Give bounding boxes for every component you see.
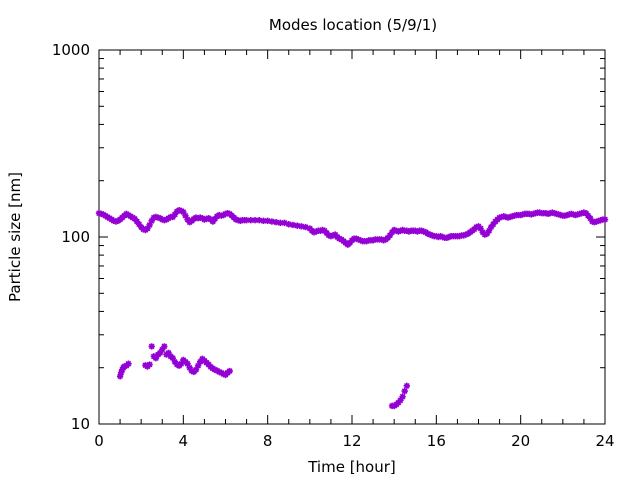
data-point — [197, 358, 204, 366]
x-axis-label: Time [hour] — [307, 458, 396, 476]
data-point — [272, 218, 280, 226]
data-point — [215, 368, 223, 376]
data-point — [220, 370, 227, 378]
data-point — [144, 225, 151, 232]
x-tick-label: 8 — [263, 432, 273, 450]
data-point — [298, 223, 305, 230]
data-point — [401, 387, 408, 395]
data-point — [148, 343, 155, 350]
data-point — [148, 217, 155, 225]
data-point — [327, 232, 335, 240]
data-point — [399, 393, 406, 400]
y-tick-label: 10 — [71, 415, 90, 433]
x-tick-label: 0 — [94, 432, 104, 450]
data-point — [439, 233, 446, 241]
data-point — [386, 232, 394, 239]
data-point — [285, 221, 292, 228]
data-point — [293, 222, 301, 229]
y-tick-label: 100 — [61, 228, 90, 246]
y-tick-labels: 10 100 1000 — [52, 41, 90, 433]
data-points — [95, 207, 609, 410]
data-point — [209, 218, 217, 225]
data-point — [397, 397, 404, 404]
data-point — [165, 349, 172, 357]
data-point — [369, 237, 377, 244]
data-point — [247, 216, 254, 224]
data-point — [378, 236, 385, 243]
data-point — [487, 223, 495, 231]
data-point — [159, 346, 166, 353]
data-point — [243, 216, 250, 224]
data-point — [346, 239, 354, 247]
data-point — [152, 354, 160, 362]
data-point — [264, 217, 271, 225]
data-point — [182, 212, 189, 219]
data-point — [180, 208, 187, 216]
data-point — [260, 217, 267, 225]
data-point — [336, 235, 343, 242]
data-point — [437, 232, 444, 240]
y-axis-label: Particle size [nm] — [6, 172, 24, 302]
data-point — [357, 237, 364, 244]
data-point — [146, 221, 153, 229]
data-point — [433, 232, 440, 240]
data-point — [125, 360, 132, 367]
data-point — [169, 354, 176, 362]
data-point — [171, 211, 179, 218]
data-point — [584, 212, 592, 219]
data-point — [171, 358, 179, 366]
data-point — [443, 234, 451, 242]
x-tick-label: 20 — [511, 432, 530, 450]
data-point — [184, 216, 191, 223]
x-tick-label: 12 — [342, 432, 361, 450]
x-tick-label: 16 — [427, 432, 446, 450]
data-point — [211, 215, 219, 223]
data-point — [188, 367, 195, 375]
axis-ticks — [98, 49, 606, 425]
data-point — [403, 382, 411, 390]
data-point — [277, 219, 284, 227]
x-tick-labels: 0 4 8 12 16 20 24 — [94, 432, 614, 450]
data-point — [161, 343, 168, 350]
data-point — [477, 225, 484, 232]
data-point — [156, 349, 164, 357]
data-point — [302, 223, 309, 231]
data-point — [226, 367, 233, 375]
y-tick-label: 1000 — [52, 41, 90, 59]
data-point — [380, 237, 387, 244]
data-point — [194, 362, 202, 369]
data-point — [485, 227, 493, 234]
data-point — [587, 215, 594, 222]
data-point — [281, 219, 288, 227]
data-point — [353, 235, 360, 242]
data-point — [483, 230, 491, 238]
data-point — [186, 364, 193, 371]
data-point — [289, 221, 297, 229]
data-point — [256, 216, 263, 224]
data-point — [131, 215, 139, 223]
data-point — [363, 237, 370, 245]
data-point — [192, 366, 200, 373]
x-tick-label: 4 — [179, 432, 189, 450]
data-point — [133, 218, 141, 225]
data-point — [251, 216, 259, 224]
data-point — [146, 361, 153, 368]
chart-title: Modes location (5/9/1) — [269, 16, 437, 34]
data-point — [490, 221, 497, 228]
data-point — [135, 221, 143, 228]
data-point — [601, 216, 609, 223]
data-point — [184, 360, 191, 367]
data-point — [211, 366, 219, 373]
data-point — [178, 360, 185, 367]
data-point — [117, 369, 125, 376]
data-point — [456, 232, 463, 240]
data-point — [268, 218, 276, 225]
data-point — [445, 233, 453, 241]
data-point — [435, 233, 442, 241]
x-tick-label: 24 — [595, 432, 614, 450]
data-point — [355, 236, 362, 243]
data-point — [116, 373, 124, 380]
